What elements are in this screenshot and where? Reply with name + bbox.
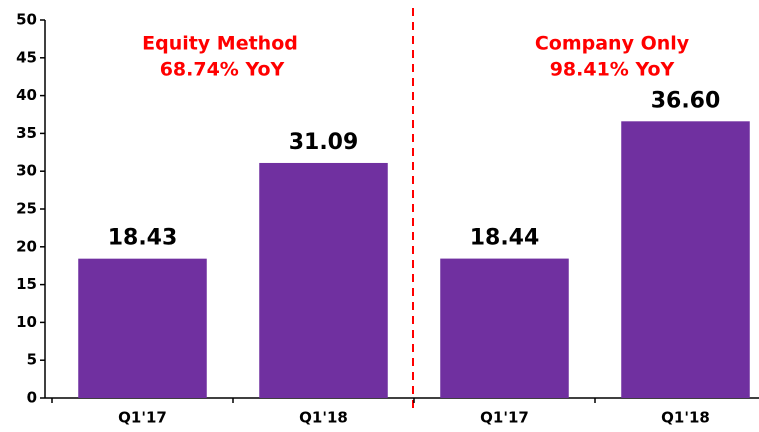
y-tick-label: 45 — [16, 48, 37, 66]
bar — [440, 258, 569, 398]
value-label: 18.44 — [470, 226, 540, 251]
annotation: Company Only — [535, 33, 690, 55]
y-tick-label: 25 — [16, 200, 37, 218]
y-tick-label: 0 — [27, 389, 37, 407]
x-tick-label: Q1'17 — [118, 409, 167, 427]
value-label: 18.43 — [108, 226, 178, 251]
y-tick-label: 30 — [16, 162, 37, 180]
y-tick-label: 5 — [27, 351, 37, 369]
value-label: 36.60 — [651, 88, 721, 113]
annotation: 68.74% YoY — [160, 59, 285, 81]
annotation: 98.41% YoY — [550, 59, 675, 81]
bar — [621, 121, 750, 398]
y-tick-label: 35 — [16, 124, 37, 142]
x-tick-label: Q1'18 — [661, 409, 710, 427]
y-tick-label: 50 — [16, 11, 37, 29]
y-tick-label: 20 — [16, 237, 37, 255]
x-tick-label: Q1'18 — [299, 409, 348, 427]
annotation: Equity Method — [142, 33, 298, 55]
bar — [259, 162, 388, 398]
y-tick-label: 10 — [16, 313, 37, 331]
y-tick-label: 15 — [16, 275, 37, 293]
x-tick-label: Q1'17 — [480, 409, 529, 427]
y-tick-label: 40 — [16, 86, 37, 104]
bar — [78, 258, 207, 398]
value-label: 31.09 — [289, 130, 359, 155]
